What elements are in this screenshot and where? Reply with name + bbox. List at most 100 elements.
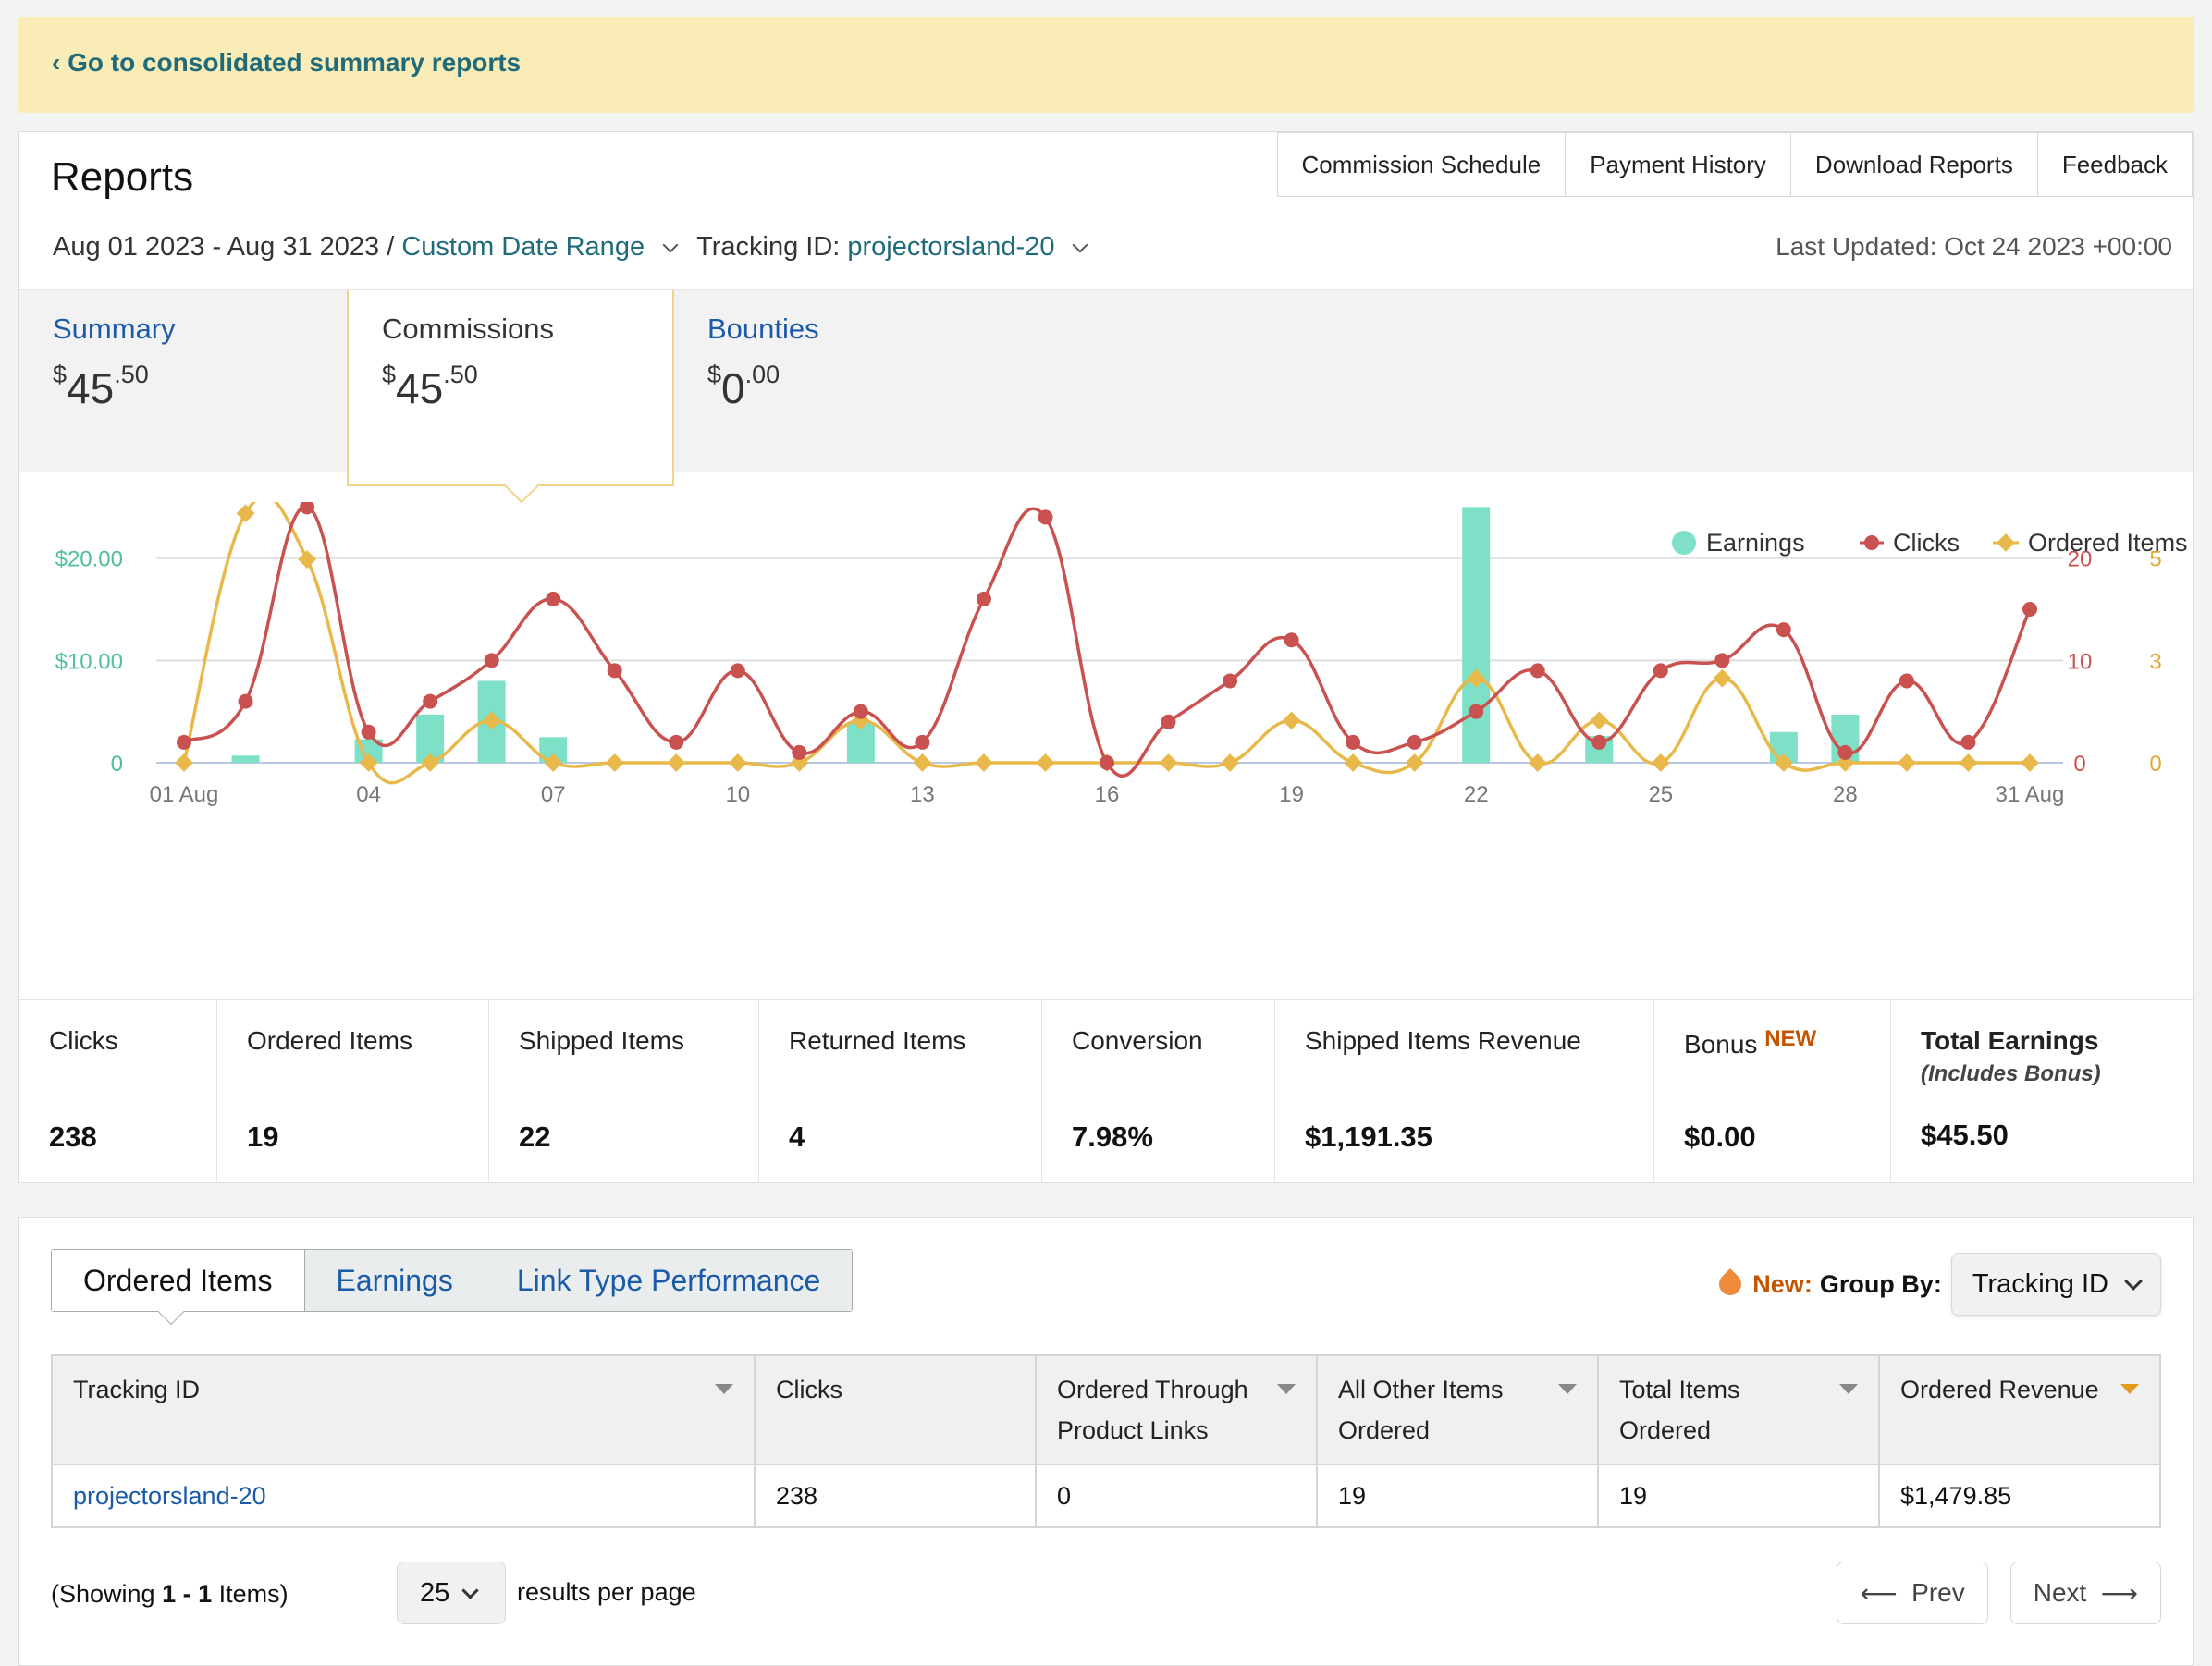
stat-returned-items: Returned Items 4 bbox=[759, 1000, 1042, 1182]
x-tick-label: 19 bbox=[1279, 782, 1304, 807]
clicks-point bbox=[1530, 663, 1545, 679]
stat-label: Ordered Items bbox=[247, 1026, 412, 1055]
stats-row: Clicks 238 Ordered Items 19 Shipped Item… bbox=[19, 999, 2193, 1182]
tracking-id-dropdown[interactable]: projectorsland-20 bbox=[847, 232, 1055, 262]
x-tick-label: 07 bbox=[541, 782, 566, 807]
clicks-point bbox=[177, 734, 191, 750]
ordered-items-point bbox=[1159, 753, 1178, 772]
next-button[interactable]: Next ⟶ bbox=[2009, 1562, 2161, 1624]
tab-commissions[interactable]: Commissions $45.50 bbox=[347, 290, 674, 486]
ordered-items-point bbox=[605, 753, 624, 772]
x-tick-label: 28 bbox=[1833, 782, 1858, 807]
sort-icon[interactable] bbox=[1839, 1384, 1858, 1394]
group-by-select[interactable]: Tracking ID bbox=[1950, 1253, 2161, 1316]
payment-history-button[interactable]: Payment History bbox=[1565, 132, 1791, 197]
clicks-point bbox=[484, 653, 499, 668]
prev-button[interactable]: ⟵ Prev bbox=[1837, 1562, 1988, 1624]
stat-sublabel: (Includes Bonus) bbox=[1921, 1061, 2101, 1086]
stat-value: 238 bbox=[49, 1121, 97, 1153]
column-all-other-items-ordered[interactable]: All Other Items Ordered bbox=[1316, 1354, 1599, 1465]
column-clicks[interactable]: Clicks bbox=[754, 1354, 1037, 1465]
group-by-label: Group By: bbox=[1819, 1269, 1942, 1298]
stat-bonus: Bonus NEW $0.00 bbox=[1654, 1000, 1891, 1182]
clicks-point bbox=[607, 663, 622, 679]
ordered-items-point bbox=[1651, 753, 1670, 772]
clicks-point bbox=[1899, 673, 1914, 689]
clicks-point bbox=[2022, 602, 2037, 617]
ordered-items-point bbox=[1959, 753, 1978, 772]
new-label: New: bbox=[1752, 1269, 1813, 1298]
column-ordered-through-product-links[interactable]: Ordered Through Product Links bbox=[1035, 1354, 1318, 1465]
tab-bounties[interactable]: Bounties $0.00 bbox=[674, 290, 1002, 473]
chevron-down-icon[interactable] bbox=[1072, 237, 1088, 252]
consolidated-summary-link[interactable]: ‹ Go to consolidated summary reports bbox=[52, 48, 522, 77]
ordered-items-point bbox=[236, 504, 255, 523]
sort-icon[interactable] bbox=[2120, 1384, 2139, 1394]
report-filters: Aug 01 2023 - Aug 31 2023 / Custom Date … bbox=[53, 232, 1106, 263]
page-title: Reports bbox=[51, 154, 194, 200]
legend-clicks-label: Clicks bbox=[1893, 529, 1960, 557]
tab-summary[interactable]: Summary $45.50 bbox=[19, 290, 347, 473]
cell-all-other-items-ordered: 19 bbox=[1316, 1464, 1599, 1528]
clicks-point bbox=[1591, 734, 1607, 750]
sort-icon[interactable] bbox=[715, 1384, 733, 1394]
stat-value: 19 bbox=[247, 1121, 279, 1153]
ordered-items-point bbox=[1344, 753, 1363, 772]
earnings-bar bbox=[231, 755, 260, 763]
clicks-point bbox=[546, 591, 561, 606]
date-range-text: Aug 01 2023 - Aug 31 2023 / bbox=[53, 232, 395, 262]
chevron-down-icon bbox=[2124, 1272, 2143, 1291]
clicks-point bbox=[1161, 714, 1176, 729]
column-total-items-ordered[interactable]: Total Items Ordered bbox=[1597, 1354, 1880, 1465]
cell-tracking-id[interactable]: projectorsland-20 bbox=[51, 1464, 756, 1528]
sort-icon[interactable] bbox=[1277, 1384, 1296, 1394]
table-header-row: Tracking ID Clicks Ordered Through Produ… bbox=[51, 1354, 2161, 1465]
sort-icon[interactable] bbox=[1558, 1384, 1577, 1394]
clicks-point bbox=[915, 734, 930, 750]
legend-clicks-icon bbox=[1864, 535, 1879, 550]
y-right-clicks-tick-label: 20 bbox=[2068, 547, 2093, 572]
per-page-select[interactable]: 25 bbox=[397, 1562, 506, 1624]
clicks-point bbox=[1284, 632, 1299, 648]
chevron-down-icon[interactable] bbox=[662, 237, 679, 252]
legend-earnings-label: Earnings bbox=[1706, 529, 1805, 557]
stat-value: 4 bbox=[789, 1121, 805, 1153]
date-range-dropdown[interactable]: Custom Date Range bbox=[401, 232, 645, 262]
commission-schedule-button[interactable]: Commission Schedule bbox=[1276, 132, 1567, 197]
stat-shipped-items: Shipped Items 22 bbox=[489, 1000, 759, 1182]
clicks-point bbox=[1776, 622, 1791, 638]
tab-bounties-label: Bounties bbox=[707, 312, 819, 345]
group-by-value: Tracking ID bbox=[1972, 1268, 2108, 1299]
stat-label: Bonus NEW bbox=[1684, 1026, 1817, 1059]
download-reports-button[interactable]: Download Reports bbox=[1789, 132, 2038, 197]
x-tick-label: 10 bbox=[725, 782, 750, 807]
stat-conversion: Conversion 7.98% bbox=[1042, 1000, 1275, 1182]
tracking-table: Tracking ID Clicks Ordered Through Produ… bbox=[51, 1354, 2161, 1528]
last-updated: Last Updated: Oct 24 2023 +00:00 bbox=[1776, 232, 2172, 261]
stat-label: Shipped Items bbox=[519, 1026, 684, 1055]
tab-ordered-items[interactable]: Ordered Items bbox=[52, 1250, 304, 1311]
y-right-ordered-tick-label: 3 bbox=[2149, 649, 2161, 674]
feedback-button[interactable]: Feedback bbox=[2036, 132, 2193, 197]
cell-total-items-ordered: 19 bbox=[1597, 1464, 1880, 1528]
consolidated-banner: ‹ Go to consolidated summary reports bbox=[18, 17, 2194, 113]
ordered-items-point bbox=[421, 753, 440, 772]
cell-ordered-revenue: $1,479.85 bbox=[1878, 1464, 2161, 1528]
ordered-items-point bbox=[1713, 668, 1732, 688]
earnings-bar bbox=[1462, 507, 1491, 763]
arrow-left-icon: ⟵ bbox=[1860, 1578, 1898, 1608]
ordered-items-point bbox=[1467, 668, 1486, 688]
clicks-point bbox=[853, 704, 868, 719]
column-ordered-revenue[interactable]: Ordered Revenue bbox=[1878, 1354, 2161, 1465]
ordered-items-point bbox=[1774, 753, 1793, 772]
tab-earnings[interactable]: Earnings bbox=[303, 1250, 485, 1311]
ordered-items-point bbox=[975, 753, 993, 772]
stat-value: $45.50 bbox=[1921, 1119, 2009, 1151]
column-tracking-id[interactable]: Tracking ID bbox=[51, 1354, 756, 1465]
tab-bounties-amount: $0.00 bbox=[707, 361, 780, 412]
table-row: projectorsland-20 238 0 19 19 $1,479.85 bbox=[51, 1464, 2161, 1528]
x-tick-label: 04 bbox=[356, 782, 381, 807]
stat-value: 7.98% bbox=[1072, 1121, 1153, 1153]
arrow-right-icon: ⟶ bbox=[2100, 1578, 2138, 1608]
tab-link-type-performance[interactable]: Link Type Performance bbox=[484, 1250, 853, 1311]
